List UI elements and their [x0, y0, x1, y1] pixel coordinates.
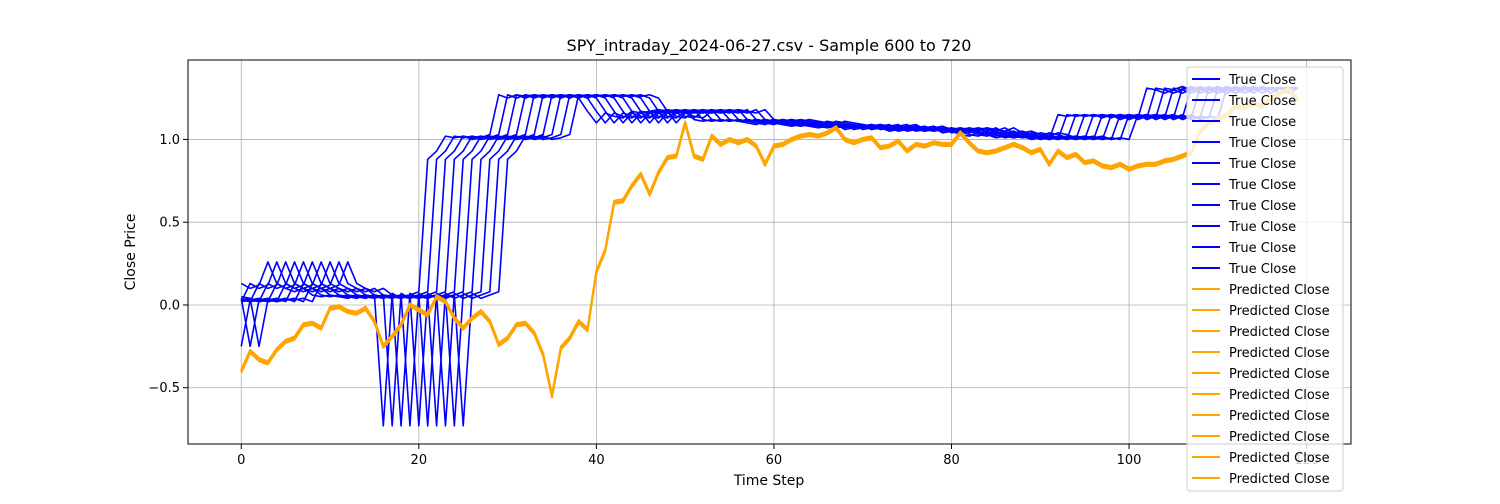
x-tick-label: 60	[766, 453, 783, 468]
legend-label: True Close	[1228, 178, 1296, 193]
legend-label: Predicted Close	[1229, 325, 1330, 340]
legend-label: True Close	[1228, 199, 1296, 214]
true-close-line	[240, 85, 1298, 427]
legend-label: Predicted Close	[1229, 388, 1330, 403]
true-close-series	[240, 85, 1299, 427]
x-tick-label: 80	[943, 453, 960, 468]
legend-label: True Close	[1228, 94, 1296, 109]
y-tick-label: −0.5	[148, 381, 180, 396]
y-tick-label: 0.5	[159, 216, 180, 231]
legend-label: True Close	[1228, 136, 1296, 151]
predicted-close-line	[240, 87, 1299, 396]
x-tick-label: 40	[588, 453, 605, 468]
x-tick-label: 0	[237, 453, 245, 468]
legend-label: Predicted Close	[1229, 367, 1330, 382]
legend-label: Predicted Close	[1229, 304, 1330, 319]
gridlines	[188, 60, 1351, 444]
legend-label: Predicted Close	[1229, 451, 1330, 466]
true-close-line	[240, 85, 1298, 427]
legend-label: Predicted Close	[1229, 409, 1330, 424]
legend-label: True Close	[1228, 73, 1296, 88]
plot-frame	[187, 59, 1352, 445]
x-tick-label: 100	[1117, 453, 1142, 468]
y-tick-label: 1.0	[159, 133, 180, 148]
y-tick-label: 0.0	[159, 298, 180, 313]
y-axis-label: Close Price	[123, 214, 139, 291]
legend-label: True Close	[1228, 262, 1296, 277]
legend-label: True Close	[1228, 220, 1296, 235]
legend-label: Predicted Close	[1229, 283, 1330, 298]
legend-label: Predicted Close	[1229, 346, 1330, 361]
axis-ticks: 020406080100120−0.50.00.51.0	[148, 133, 1319, 468]
legend-label: Predicted Close	[1229, 472, 1330, 487]
legend: True Close True Close True Close True Close…	[1186, 66, 1344, 492]
x-axis-label: Time Step	[733, 473, 805, 489]
legend-label: Predicted Close	[1229, 430, 1330, 445]
legend-box	[1186, 66, 1344, 492]
legend-label: True Close	[1228, 115, 1296, 130]
chart-title: SPY_intraday_2024-06-27.csv - Sample 600…	[567, 36, 972, 56]
predicted-close-series	[240, 87, 1299, 399]
legend-label: True Close	[1228, 241, 1296, 256]
x-tick-label: 20	[411, 453, 428, 468]
legend-label: True Close	[1228, 157, 1296, 172]
